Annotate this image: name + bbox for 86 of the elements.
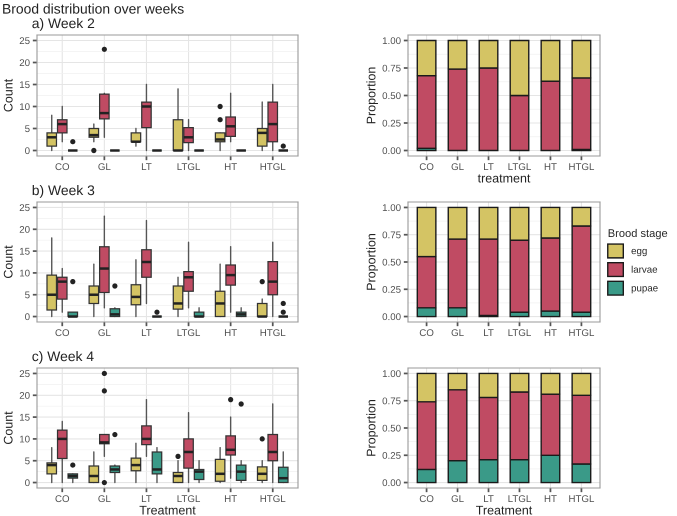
x-tick-label: HTGL [569,495,594,502]
y-tick-label: 0.75 [382,397,401,404]
y-tick-label: 0.75 [382,231,401,238]
y-tick-label: 0.50 [382,258,401,266]
y-tick-label: 0.00 [382,147,401,154]
x-tick-label: LTGL [508,495,531,502]
x-tick-label: LTGL [508,163,531,170]
legend-label: egg [632,248,647,256]
y-tick-label: 20 [20,392,30,399]
y-tick-label: 1.00 [382,370,401,378]
y-tick-label: 15 [20,81,30,88]
x-tick-label: HT [544,329,557,336]
x-tick-label: LT [142,163,152,170]
y-tick-label: 5 [25,458,30,464]
y-tick-label: 0.00 [382,479,401,486]
y-tick-label: 25 [20,370,30,378]
x-tick-label: CO [55,495,70,502]
x-tick-label: GL [452,163,464,170]
y-tick-label: 0.75 [382,64,401,72]
y-tick-label: 0.25 [382,452,401,459]
x-tick-label: LTGL [178,329,200,336]
y-tick-label: 10 [20,436,30,443]
x-tick-label: GL [98,163,111,170]
y-tick-label: 5 [25,292,30,298]
y-tick-label: 15 [20,414,30,421]
x-tick-label: LT [484,329,494,336]
y-tick-label: 10 [20,103,30,110]
y-tick-label: 20 [20,59,30,66]
y-tick-label: 0.25 [382,120,401,127]
x-axis-title: treatment [478,174,530,183]
y-tick-label: 5 [25,125,30,132]
x-tick-label: HTGL [260,329,286,336]
x-tick-label: LTGL [508,329,531,336]
x-tick-label: CO [420,495,434,502]
y-tick-label: 0.50 [382,424,401,432]
x-tick-label: HTGL [260,495,286,502]
legend-title: Brood stage [608,228,668,240]
x-tick-label: HT [224,495,237,502]
y-tick-label: 20 [20,226,30,233]
y-axis-title: Proportion [366,234,378,290]
x-tick-label: LTGL [178,163,200,170]
x-tick-label: HTGL [569,163,594,170]
x-axis-title: Treatment [476,506,532,515]
x-tick-label: CO [420,329,434,336]
y-tick-label: 1.00 [382,204,401,212]
x-axis-title: Treatment [140,506,196,515]
chart-title: b) Week 3 [32,184,94,198]
legend-label: pupae [632,286,658,294]
chart-title: c) Week 4 [32,350,94,364]
legend-label: larvae [632,266,658,273]
y-tick-label: 0.25 [382,286,401,293]
x-tick-label: CO [55,329,70,336]
x-tick-label: GL [452,495,464,502]
x-tick-label: HTGL [569,329,594,336]
y-axis-title: Proportion [366,67,378,124]
chart-title: Brood distribution over weeks [3,4,184,14]
x-tick-label: LT [142,329,152,336]
y-axis-title: Count [4,411,13,444]
x-tick-label: HTGL [260,163,286,170]
y-tick-label: 25 [20,37,30,44]
y-axis-title: Count [4,245,13,278]
x-tick-label: GL [98,329,111,336]
y-tick-label: 0.00 [382,313,401,320]
x-tick-label: LT [484,163,494,170]
y-tick-label: 10 [20,270,30,277]
x-tick-label: LT [142,495,152,502]
x-tick-label: GL [452,329,464,336]
x-tick-label: HT [544,495,557,502]
x-tick-label: LTGL [178,495,200,502]
y-axis-title: Proportion [366,400,378,456]
y-tick-label: 0 [25,313,30,320]
x-tick-label: HT [544,163,557,170]
x-tick-label: CO [55,163,70,170]
y-tick-label: 0.50 [382,92,401,100]
x-tick-label: CO [420,163,434,170]
y-axis-title: Count [4,78,13,112]
y-tick-label: 1.00 [382,37,401,44]
x-tick-label: GL [98,495,111,502]
chart-subtitle: a) Week 2 [32,18,94,31]
y-tick-label: 15 [20,248,30,255]
x-tick-label: HT [224,329,237,336]
x-tick-label: LT [484,495,494,502]
y-tick-label: 0 [25,147,30,154]
y-tick-label: 25 [20,204,30,212]
y-tick-label: 0 [25,479,30,486]
x-tick-label: HT [224,163,237,170]
